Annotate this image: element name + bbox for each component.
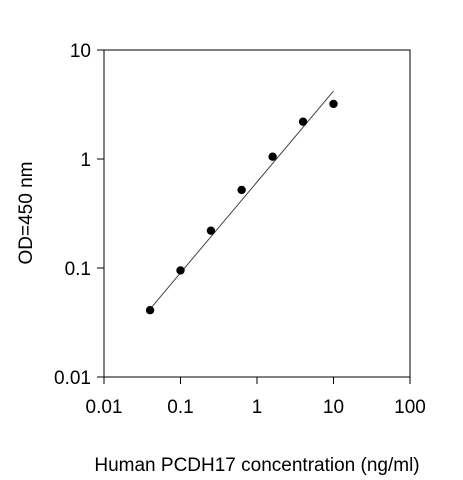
data-point [206, 226, 216, 235]
data-point [237, 185, 246, 195]
x-axis-title: Human PCDH17 concentration (ng/ml) [94, 455, 419, 476]
y-tick-label: 1 [80, 150, 91, 171]
data-points [145, 99, 338, 315]
y-tick-label: 10 [70, 41, 91, 62]
data-point [176, 266, 185, 275]
plot-area [103, 49, 411, 378]
y-tick-label: 0.01 [54, 368, 91, 389]
y-tick-label: 0.1 [65, 259, 91, 280]
y-axis-title: OD=450 nm [16, 162, 37, 265]
x-axis-ticks: 0.01 0.1 1 10 100 [86, 377, 426, 418]
x-tick-label: 0.1 [167, 397, 193, 418]
y-axis-ticks: 0.01 0.1 1 10 [54, 41, 104, 389]
data-point [145, 306, 155, 315]
data-point [298, 117, 308, 126]
x-tick-label: 100 [394, 397, 426, 418]
data-point [329, 99, 338, 109]
x-tick-label: 1 [252, 397, 263, 418]
x-tick-label: 10 [323, 397, 344, 418]
data-point [268, 152, 277, 161]
x-tick-label: 0.01 [86, 397, 123, 418]
